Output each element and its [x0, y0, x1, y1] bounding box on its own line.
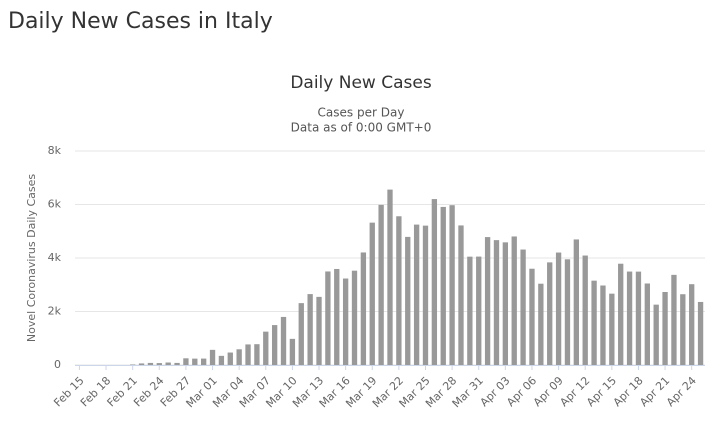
- y-tick-label: 2k: [48, 305, 62, 318]
- bar: [360, 252, 367, 365]
- bar: [529, 268, 535, 365]
- chart-subtitle: Data as of 0:00 GMT+0: [291, 121, 432, 135]
- bar: [396, 216, 402, 365]
- bar: [351, 270, 358, 365]
- bar: [626, 271, 633, 365]
- bar: [591, 280, 597, 365]
- bar: [280, 316, 287, 365]
- bar: [325, 271, 331, 365]
- bar: [653, 304, 659, 365]
- bar: [458, 225, 464, 365]
- bar: [174, 362, 180, 365]
- bar: [209, 349, 216, 365]
- bar: [467, 256, 473, 365]
- bar: [138, 363, 145, 365]
- bar: [582, 255, 588, 365]
- bar: [547, 262, 553, 365]
- bar: [680, 294, 686, 365]
- bar: [316, 296, 322, 365]
- bar: [502, 242, 509, 365]
- bar: [493, 240, 500, 365]
- bar: [342, 278, 349, 365]
- chart-title: Daily New Cases: [290, 73, 432, 93]
- bar: [387, 189, 393, 365]
- y-tick-label: 6k: [48, 198, 62, 211]
- bar: [600, 285, 606, 365]
- bar: [484, 237, 491, 365]
- bar: [662, 291, 668, 365]
- bar: [697, 301, 704, 365]
- bar: [245, 344, 251, 365]
- bar: [236, 349, 242, 365]
- bar: [298, 303, 304, 365]
- bar: [227, 352, 233, 365]
- bar: [635, 271, 642, 365]
- bar: [689, 284, 695, 365]
- bar: [449, 205, 455, 365]
- bar: [422, 225, 429, 365]
- bar: [183, 358, 189, 365]
- bar: [271, 325, 278, 365]
- bar: [156, 363, 162, 365]
- bar: [555, 252, 562, 365]
- bar: [192, 358, 198, 365]
- bar: [618, 263, 624, 365]
- y-tick-label: 4k: [48, 251, 62, 264]
- bar: [573, 239, 579, 365]
- y-tick-label: 8k: [48, 144, 62, 157]
- bar: [440, 206, 446, 365]
- bar: [378, 204, 384, 365]
- bar: [147, 362, 154, 365]
- bar: [289, 338, 296, 365]
- bar: [413, 224, 420, 365]
- bar: [254, 344, 260, 365]
- y-axis-title: Novel Coronavirus Daily Cases: [25, 174, 38, 342]
- bar: [201, 358, 207, 365]
- bar: [538, 283, 544, 365]
- bar: [431, 199, 438, 365]
- y-tick-label: 0: [54, 358, 61, 371]
- bar: [334, 268, 340, 365]
- bar: [405, 236, 411, 365]
- page-title: Daily New Cases in Italy: [8, 9, 273, 34]
- bar: [369, 222, 375, 365]
- bar: [564, 259, 571, 365]
- bar: [165, 362, 171, 365]
- bar: [263, 331, 269, 365]
- bar: [644, 283, 650, 365]
- bar: [307, 294, 313, 365]
- bar: [520, 249, 526, 365]
- bar: [476, 256, 482, 365]
- chart-subtitle: Cases per Day: [318, 106, 405, 120]
- bar: [130, 364, 136, 365]
- bar: [511, 236, 517, 365]
- bar: [218, 355, 225, 365]
- x-tick-label: Apr 24: [664, 374, 699, 409]
- bar: [671, 274, 677, 365]
- bar: [609, 293, 615, 365]
